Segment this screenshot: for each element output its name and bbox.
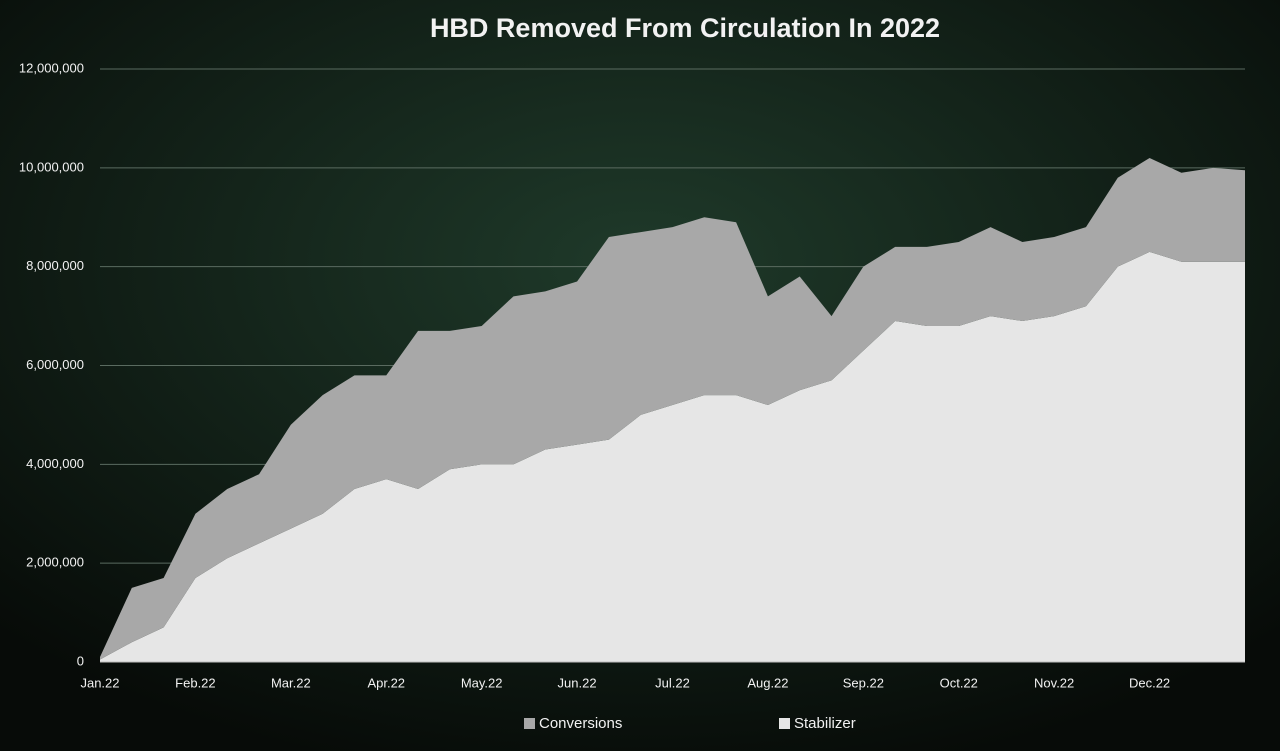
x-tick-label: Dec.22 — [1129, 675, 1170, 690]
x-tick-label: May.22 — [461, 675, 503, 690]
y-tick-label: 8,000,000 — [26, 258, 84, 273]
x-tick-label: Feb.22 — [175, 675, 215, 690]
y-tick-label: 6,000,000 — [26, 357, 84, 372]
y-tick-label: 2,000,000 — [26, 555, 84, 570]
x-tick-label: Apr.22 — [367, 675, 405, 690]
x-tick-label: Oct.22 — [940, 675, 978, 690]
chart-title: HBD Removed From Circulation In 2022 — [430, 13, 940, 43]
y-tick-label: 12,000,000 — [19, 60, 84, 75]
x-tick-label: Mar.22 — [271, 675, 311, 690]
y-tick-label: 10,000,000 — [19, 159, 84, 174]
legend-swatch — [524, 718, 535, 729]
x-tick-label: Jun.22 — [558, 675, 597, 690]
x-tick-label: Jan.22 — [80, 675, 119, 690]
x-tick-label: Sep.22 — [843, 675, 884, 690]
legend-label: Stabilizer — [794, 715, 856, 732]
legend-label: Conversions — [539, 715, 622, 732]
area — [100, 251, 1245, 662]
y-tick-label: 4,000,000 — [26, 456, 84, 471]
y-tick-label: 0 — [77, 653, 84, 668]
x-tick-label: Aug.22 — [747, 675, 788, 690]
area — [100, 157, 1245, 660]
legend-swatch — [779, 718, 790, 729]
x-tick-label: Nov.22 — [1034, 675, 1074, 690]
x-tick-label: Jul.22 — [655, 675, 690, 690]
